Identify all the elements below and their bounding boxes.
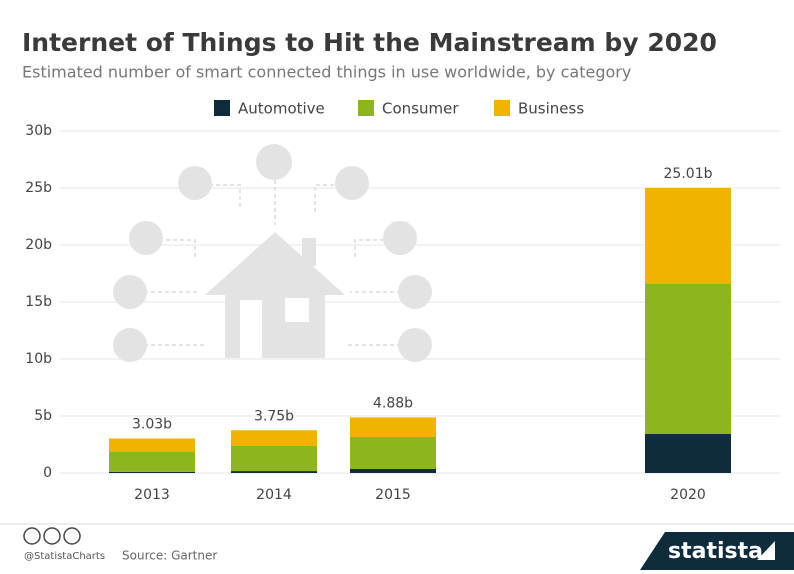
bar-segment [645, 187, 731, 284]
y-tick-label: 5b [34, 408, 52, 424]
credit: @StatistaCharts [24, 551, 105, 562]
bar-segment [645, 434, 731, 473]
bar-segment [350, 436, 436, 470]
y-tick-label: 20b [25, 237, 52, 253]
bar-segment [350, 469, 436, 473]
chart-subtitle: Estimated number of smart connected thin… [22, 63, 631, 82]
brand: statista [668, 539, 763, 564]
legend-swatch [214, 100, 230, 116]
legend: Automotive Consumer Business [214, 100, 584, 118]
bar-segment [645, 283, 731, 435]
bars: 3.03b 2013 3.75b 2014 4.88b 2015 25.01b 2020 [109, 166, 731, 503]
total-label: 25.01b [664, 166, 713, 182]
legend-label: Business [518, 100, 584, 118]
cc-icons [23, 527, 81, 545]
x-tick-label: 2014 [256, 487, 292, 503]
brand-block [640, 532, 794, 570]
total-label: 4.88b [373, 395, 413, 411]
bar-segment [231, 445, 317, 472]
x-tick-label: 2015 [375, 487, 411, 503]
bar-segment [109, 471, 195, 473]
house-illustration [113, 144, 432, 362]
bar-segment [109, 452, 195, 472]
legend-label: Consumer [382, 100, 459, 118]
y-tick-label: 25b [25, 180, 52, 196]
bar-segment [231, 430, 317, 446]
brand-icon [757, 541, 775, 560]
x-tick-label: 2020 [670, 487, 706, 503]
y-tick-label: 30b [25, 123, 52, 139]
y-tick-label: 0 [43, 465, 52, 481]
y-tick-label: 10b [25, 351, 52, 367]
legend-label: Automotive [238, 100, 325, 118]
source: Source: Gartner [122, 549, 217, 563]
y-tick-label: 15b [25, 294, 52, 310]
bar-segment [350, 417, 436, 437]
total-label: 3.75b [254, 408, 294, 424]
legend-swatch [494, 100, 510, 116]
chart-title: Internet of Things to Hit the Mainstream… [22, 28, 717, 57]
bar-segment [231, 471, 317, 473]
bar-segment [109, 438, 195, 453]
total-label: 3.03b [132, 416, 172, 432]
legend-swatch [358, 100, 374, 116]
x-tick-label: 2013 [134, 487, 170, 503]
